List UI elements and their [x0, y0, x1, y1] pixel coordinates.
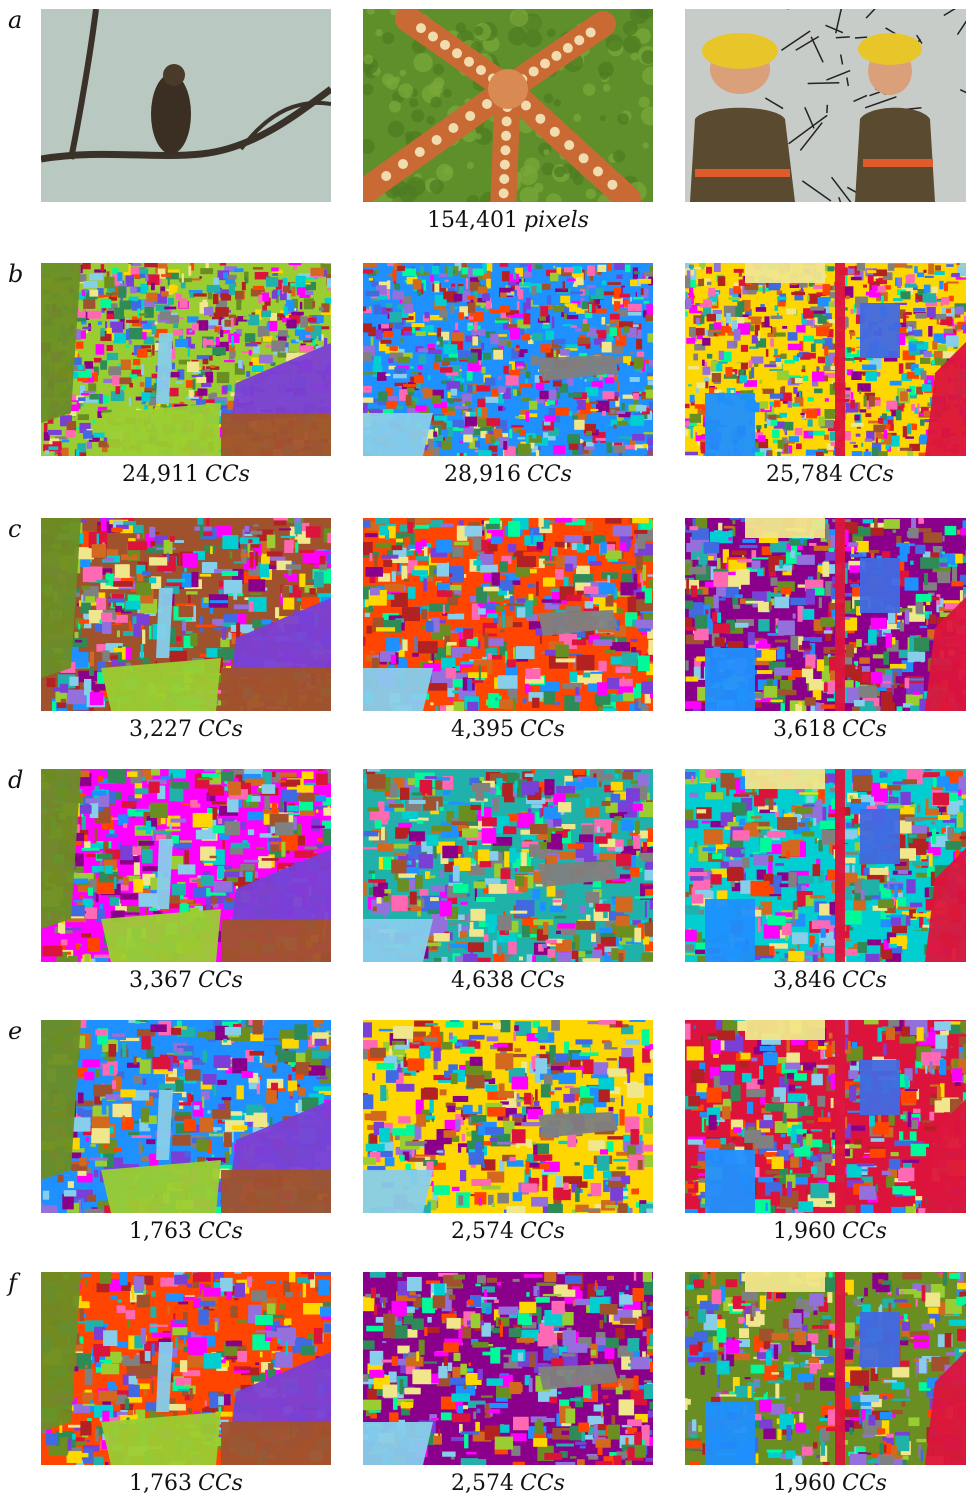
segmentation-e-0 — [41, 1020, 331, 1213]
row-label-c: c — [8, 515, 22, 543]
caption-c-0: 3,227 CCs — [41, 717, 331, 742]
count-unit: CCs — [205, 462, 250, 487]
count-unit: CCs — [849, 462, 894, 487]
count-unit: CCs — [198, 1471, 243, 1496]
row-label-f: f — [8, 1269, 17, 1297]
segmentation-d-1 — [363, 769, 653, 962]
row-label-a: a — [8, 6, 23, 34]
count-value: 3,367 — [129, 968, 192, 993]
caption-f-2: 1,960 CCs — [685, 1471, 966, 1496]
count-value: 154,401 — [427, 208, 519, 233]
count-value: 4,395 — [451, 717, 514, 742]
count-unit: CCs — [198, 717, 243, 742]
starfish-photo — [363, 9, 653, 202]
caption-d-0: 3,367 CCs — [41, 968, 331, 993]
caption-f-0: 1,763 CCs — [41, 1471, 331, 1496]
count-unit: CCs — [842, 968, 887, 993]
count-unit: pixels — [524, 208, 589, 233]
count-value: 3,846 — [773, 968, 836, 993]
count-value: 24,911 — [122, 462, 199, 487]
count-unit: CCs — [198, 968, 243, 993]
segmentation-d-0 — [41, 769, 331, 962]
row-label-d: d — [8, 766, 24, 794]
caption-e-0: 1,763 CCs — [41, 1219, 331, 1244]
count-unit: CCs — [842, 1471, 887, 1496]
row-label-e: e — [8, 1017, 23, 1045]
count-unit: CCs — [520, 1471, 565, 1496]
firefighters-photo — [685, 9, 966, 202]
caption-a-1: 154,401 pixels — [363, 208, 653, 233]
bird-photo — [41, 9, 331, 202]
count-value: 2,574 — [451, 1471, 514, 1496]
segmentation-c-0 — [41, 518, 331, 711]
count-unit: CCs — [520, 717, 565, 742]
count-value: 28,916 — [444, 462, 521, 487]
caption-e-1: 2,574 CCs — [363, 1219, 653, 1244]
caption-e-2: 1,960 CCs — [685, 1219, 966, 1244]
segmentation-f-2 — [685, 1272, 966, 1465]
row-label-b: b — [8, 260, 24, 288]
count-value: 1,960 — [773, 1471, 836, 1496]
caption-b-2: 25,784 CCs — [685, 462, 966, 487]
count-unit: CCs — [842, 1219, 887, 1244]
count-value: 3,227 — [129, 717, 192, 742]
count-unit: CCs — [520, 1219, 565, 1244]
count-value: 25,784 — [766, 462, 843, 487]
count-unit: CCs — [520, 968, 565, 993]
count-value: 3,618 — [773, 717, 836, 742]
caption-c-1: 4,395 CCs — [363, 717, 653, 742]
count-unit: CCs — [527, 462, 572, 487]
caption-b-0: 24,911 CCs — [41, 462, 331, 487]
caption-d-1: 4,638 CCs — [363, 968, 653, 993]
segmentation-f-1 — [363, 1272, 653, 1465]
count-value: 2,574 — [451, 1219, 514, 1244]
count-value: 1,960 — [773, 1219, 836, 1244]
caption-f-1: 2,574 CCs — [363, 1471, 653, 1496]
segmentation-c-1 — [363, 518, 653, 711]
segmentation-d-2 — [685, 769, 966, 962]
count-value: 1,763 — [129, 1219, 192, 1244]
caption-c-2: 3,618 CCs — [685, 717, 966, 742]
segmentation-e-1 — [363, 1020, 653, 1213]
segmentation-b-2 — [685, 263, 966, 456]
count-value: 4,638 — [451, 968, 514, 993]
count-unit: CCs — [198, 1219, 243, 1244]
segmentation-b-0 — [41, 263, 331, 456]
caption-b-1: 28,916 CCs — [363, 462, 653, 487]
segmentation-b-1 — [363, 263, 653, 456]
segmentation-e-2 — [685, 1020, 966, 1213]
count-value: 1,763 — [129, 1471, 192, 1496]
count-unit: CCs — [842, 717, 887, 742]
segmentation-c-2 — [685, 518, 966, 711]
segmentation-f-0 — [41, 1272, 331, 1465]
caption-d-2: 3,846 CCs — [685, 968, 966, 993]
